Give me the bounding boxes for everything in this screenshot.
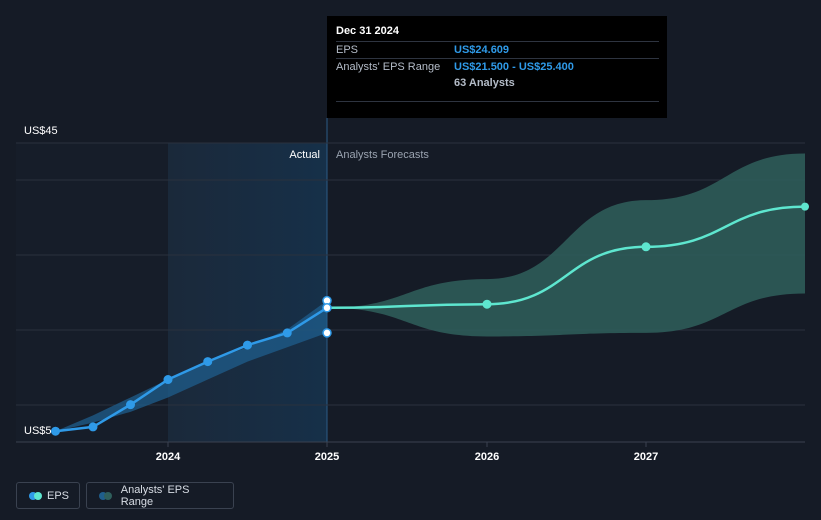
- eps-point-actual-0: [51, 426, 60, 436]
- eps-point-actual-3: [163, 375, 173, 385]
- forecast-label: Analysts Forecasts: [336, 149, 429, 161]
- range-band-forecast: [327, 153, 805, 337]
- highlight-point-1: [322, 303, 332, 313]
- tooltip: Dec 31 2024 EPS US$24.609 Analysts' EPS …: [327, 16, 667, 118]
- eps-point-actual-1: [88, 422, 98, 432]
- tooltip-eps-row: EPS US$24.609: [336, 41, 659, 58]
- highlight-year-shade: [168, 143, 327, 442]
- x-tick-label-2: 2026: [475, 451, 499, 463]
- tooltip-range-value: US$21.500 - US$25.400: [454, 61, 574, 73]
- eps-point-forecast-2: [641, 242, 651, 252]
- tooltip-range-label: Analysts' EPS Range: [336, 61, 441, 73]
- eps-point-actual-4: [203, 357, 213, 367]
- eps-point-actual-2: [126, 400, 135, 410]
- legend-range-label: Analysts' EPS Range: [120, 483, 190, 508]
- eps-point-actual-5: [243, 340, 252, 350]
- eps-line-forecast: [326, 205, 806, 310]
- eps-swatch-icon: [29, 491, 42, 500]
- range-swatch-icon: [99, 491, 113, 500]
- x-tick-label-3: 2027: [634, 451, 658, 463]
- legend-eps-button[interactable]: EPS: [16, 482, 80, 509]
- eps-line-actual: [55, 306, 328, 433]
- tooltip-range-row: Analysts' EPS Range US$21.500 - US$25.40…: [336, 58, 659, 75]
- legend-range-button[interactable]: Analysts' EPS Range: [86, 482, 234, 509]
- y-tick-label-bottom: US$5: [24, 425, 52, 437]
- tooltip-analysts: 63 Analysts: [454, 77, 515, 89]
- eps-point-actual-6: [282, 328, 292, 338]
- x-tick-label-1: 2025: [315, 451, 339, 463]
- eps-point-forecast-end: [801, 202, 809, 211]
- tooltip-date: Dec 31 2024: [336, 25, 399, 37]
- x-tick-label-0: 2024: [156, 451, 181, 463]
- legend-eps-label: EPS: [46, 489, 69, 502]
- tooltip-divider: [336, 101, 659, 102]
- y-tick-label-top: US$45: [24, 125, 58, 137]
- eps-point-forecast-1: [482, 299, 492, 309]
- actual-label: Actual: [289, 149, 320, 161]
- tooltip-eps-label: EPS: [336, 44, 359, 56]
- highlight-point-2: [322, 328, 332, 338]
- tooltip-eps-value: US$24.609: [454, 44, 510, 56]
